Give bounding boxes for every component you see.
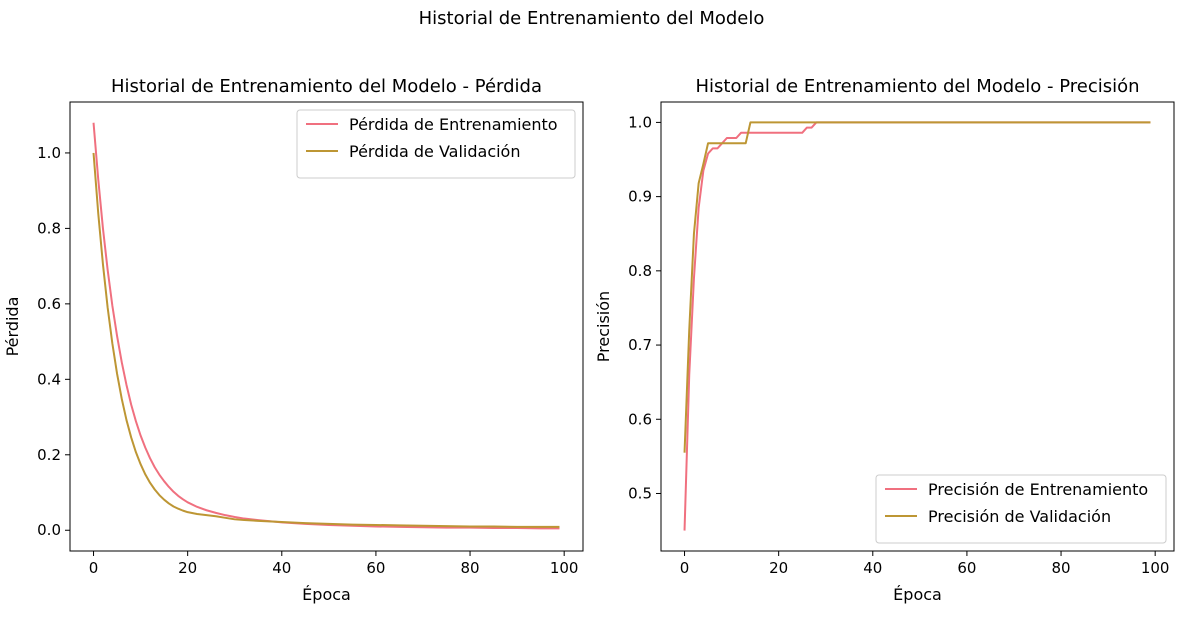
accuracy-series-group (683, 121, 1151, 531)
accuracy-legend-frame (875, 474, 1167, 544)
accuracy-y-tick-label: 0.5 (628, 484, 652, 502)
accuracy-x-tick-label: 20 (769, 559, 788, 577)
loss-series-train-line (92, 122, 560, 530)
accuracy-x-axis-label: Época (893, 585, 942, 604)
accuracy-y-tick-label: 0.6 (628, 410, 652, 428)
loss-axes: 0 20 40 60 80 100 0.0 0.2 0.4 0.6 0.8 1.0 Historial … (3, 76, 584, 604)
loss-y-tick-label: 0.8 (37, 219, 61, 237)
loss-legend-label-val: Pérdida de Validación (349, 142, 520, 161)
accuracy-legend-label-val: Precisión de Validación (928, 507, 1111, 526)
accuracy-y-axis-label: Precisión (594, 291, 613, 362)
loss-x-tick-label: 100 (550, 559, 579, 577)
accuracy-x-tick-label: 40 (863, 559, 882, 577)
accuracy-legend: Precisión de Entrenamiento Precisión de V… (875, 474, 1167, 544)
loss-axes-title: Historial de Entrenamiento del Modelo - … (111, 76, 542, 97)
figure-suptitle: Historial de Entrenamiento del Modelo (419, 8, 765, 29)
accuracy-x-tick-label: 80 (1051, 559, 1070, 577)
loss-y-tick-label: 0.0 (37, 521, 61, 539)
accuracy-plot-frame (660, 101, 1175, 552)
loss-series-group (92, 122, 560, 530)
loss-x-tick-label: 60 (366, 559, 385, 577)
accuracy-series-val-line (683, 121, 1151, 453)
accuracy-axes-title: Historial de Entrenamiento del Modelo - … (695, 76, 1139, 97)
loss-x-tick-label: 80 (460, 559, 479, 577)
loss-y-tick-label: 1.0 (37, 144, 61, 162)
accuracy-axes: 0 20 40 60 80 100 0.5 0.6 0.7 0.8 0.9 1.0 Historial … (594, 76, 1175, 604)
accuracy-y-tick-label: 0.9 (628, 188, 652, 206)
accuracy-y-tick-label: 1.0 (628, 113, 652, 131)
loss-y-tick-label: 0.2 (37, 446, 61, 464)
accuracy-x-tick-label: 60 (957, 559, 976, 577)
loss-y-tick-label: 0.4 (37, 370, 61, 388)
accuracy-series-train-line (683, 121, 1151, 531)
loss-x-tick-label: 40 (272, 559, 291, 577)
accuracy-y-tick-label: 0.8 (628, 262, 652, 280)
loss-x-axis-label: Época (302, 585, 351, 604)
loss-plot-frame (69, 101, 584, 552)
loss-series-val-line (92, 152, 560, 528)
loss-legend: Pérdida de Entrenamiento Pérdida de Valid… (296, 109, 576, 179)
loss-x-tick-label: 0 (89, 559, 99, 577)
loss-y-tick-label: 0.6 (37, 295, 61, 313)
loss-x-tick-label: 20 (178, 559, 197, 577)
loss-y-axis-label: Pérdida (3, 297, 22, 357)
loss-legend-label-train: Pérdida de Entrenamiento (349, 115, 558, 134)
loss-legend-frame (296, 109, 576, 179)
accuracy-x-tick-label: 0 (680, 559, 690, 577)
accuracy-legend-label-train: Precisión de Entrenamiento (928, 480, 1148, 499)
accuracy-x-tick-label: 100 (1141, 559, 1170, 577)
accuracy-y-tick-label: 0.7 (628, 336, 652, 354)
